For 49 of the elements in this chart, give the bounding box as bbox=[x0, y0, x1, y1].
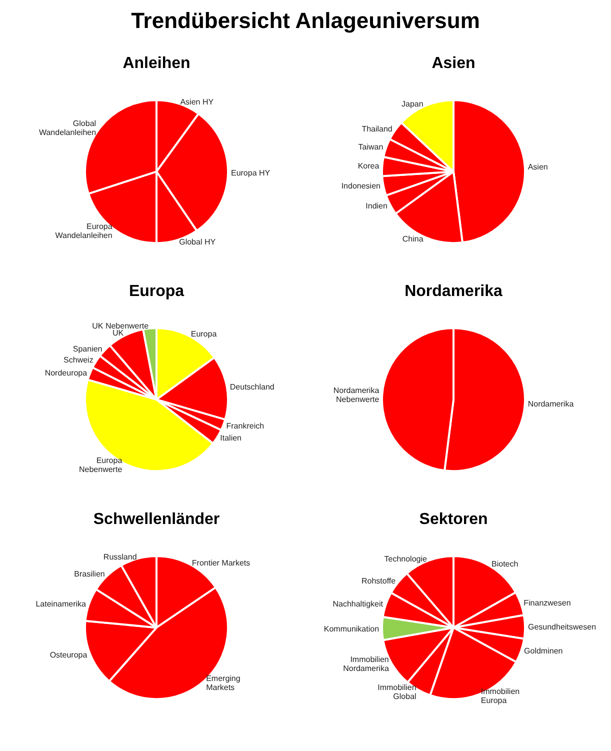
slice-label: Asien bbox=[528, 162, 548, 172]
slice-label: Indonesien bbox=[341, 182, 380, 191]
slice-label: Immobilien Global bbox=[378, 682, 416, 701]
slice-label: UK bbox=[112, 328, 124, 338]
slice-label: Spanien bbox=[72, 344, 102, 354]
slice-label: Rohstoffe bbox=[361, 576, 396, 586]
slice-label: Finanzwesen bbox=[524, 598, 571, 608]
slice-label: Thailand bbox=[362, 124, 392, 134]
chart-title: Asien bbox=[432, 55, 476, 72]
slice-label: Europa bbox=[190, 330, 217, 339]
slice-label: Asien HY bbox=[180, 97, 214, 106]
slice-label: Japan bbox=[402, 100, 424, 109]
slice-label: Russland bbox=[103, 552, 137, 562]
slice-label: Korea bbox=[358, 162, 380, 171]
slice-label: Global HY bbox=[179, 237, 216, 246]
slice-label: Emerging Markets bbox=[206, 674, 240, 692]
slice-label: Osteuropa bbox=[50, 650, 88, 660]
slice-label: Gesundheitswesen bbox=[528, 622, 596, 632]
slice-label: Frontier Markets bbox=[192, 558, 250, 568]
chart-title: Anleihen bbox=[122, 55, 190, 72]
chart-title: Sektoren bbox=[419, 511, 488, 528]
chart-title: Nordamerika bbox=[404, 283, 503, 300]
chart-title: Schwellenländer bbox=[93, 511, 220, 528]
slice-label: Goldminen bbox=[524, 646, 563, 656]
slice-label: Europa Wandelanleihen bbox=[55, 222, 112, 240]
slice-label: Nachhaltigkeit bbox=[332, 599, 383, 608]
slice-label: Kommunikation bbox=[324, 624, 380, 634]
slice-label: Brasilien bbox=[74, 570, 105, 579]
slice-label: Nordamerika Nebenwerte bbox=[333, 386, 380, 404]
slice-label: UK Nebenwerte bbox=[92, 322, 149, 331]
slice-label: Immobilien Europa bbox=[480, 687, 520, 706]
slice-label: Italien bbox=[220, 434, 242, 442]
slice-label: Immobilien Nordamerika bbox=[343, 655, 389, 674]
slice-label: Lateinamerika bbox=[36, 599, 86, 608]
slice-label: Europa Nebenwerte bbox=[79, 456, 122, 474]
slice-label: Nordeuropa bbox=[44, 368, 88, 378]
slice-label: Indien bbox=[366, 201, 388, 210]
slice-label: Technologie bbox=[384, 554, 427, 564]
slice-label: Global Wandelanleihen bbox=[38, 119, 96, 138]
slice-label: Biotech bbox=[492, 560, 518, 569]
slice-label: China bbox=[402, 234, 424, 244]
slice-label: Deutschland bbox=[230, 382, 274, 392]
text: Trendübersicht Anlageuniversum bbox=[130, 8, 481, 35]
slice-label: Europa HY bbox=[230, 168, 270, 178]
slice-label: Frankreich bbox=[226, 421, 264, 430]
slice-label: Nordamerika bbox=[528, 400, 574, 409]
chart-title: Europa bbox=[128, 283, 184, 300]
slice-label: Schweiz bbox=[64, 356, 94, 365]
slice-label: Taiwan bbox=[358, 142, 384, 152]
